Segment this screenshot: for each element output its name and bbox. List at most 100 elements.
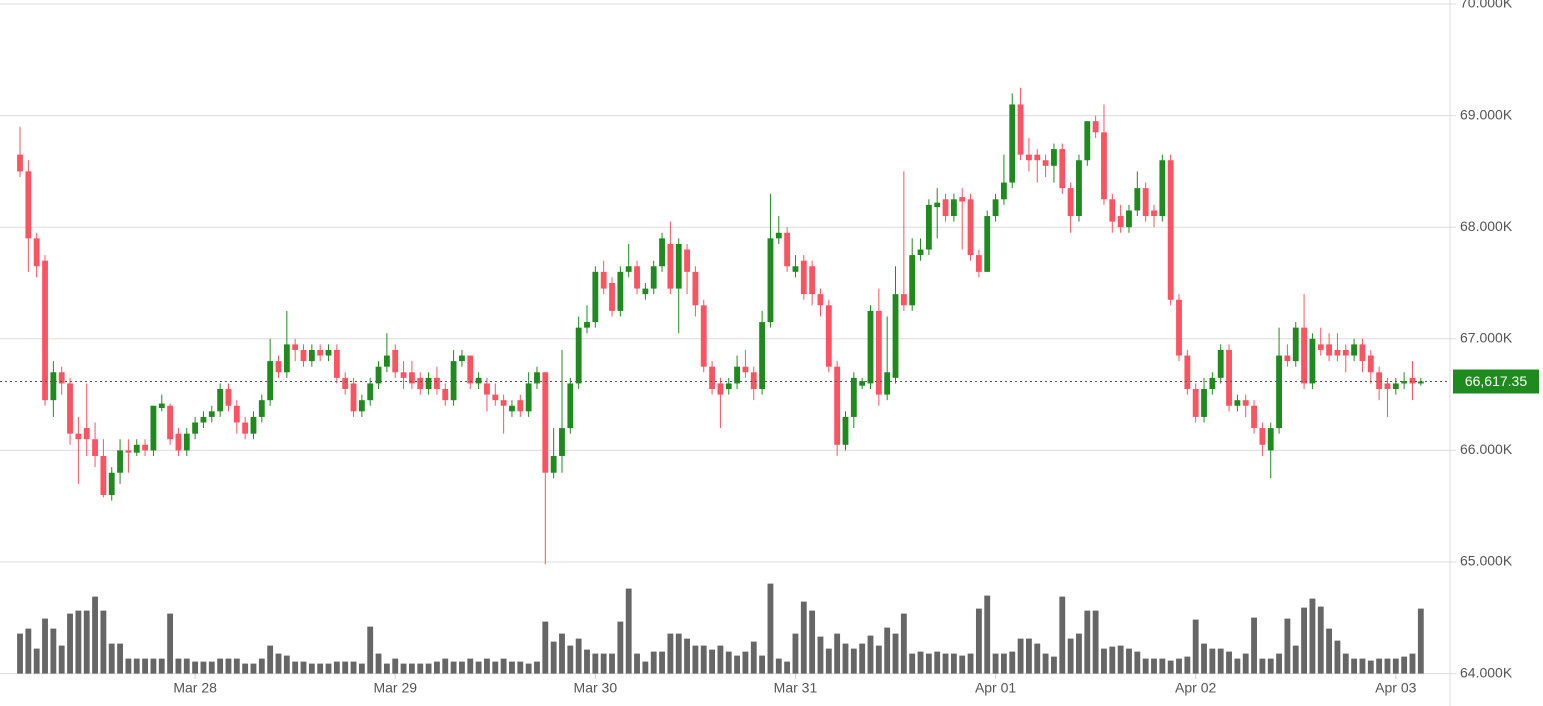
volume-bar (1267, 658, 1274, 674)
volume-bar (809, 610, 816, 674)
candle-body (1376, 372, 1383, 390)
volume-bar (383, 663, 390, 674)
candle-body (1184, 355, 1191, 390)
volume-bar (534, 661, 540, 674)
candle-body (767, 238, 774, 323)
volume-bar (83, 610, 90, 674)
volume-bar (425, 663, 432, 674)
volume-bar (459, 661, 465, 674)
volume-bar (100, 610, 107, 674)
volume-bar (900, 613, 907, 674)
volume-bar (550, 641, 557, 674)
candle-body (392, 349, 399, 373)
candle-body (809, 266, 816, 295)
volume-bar (1209, 648, 1216, 674)
volume-bar (584, 649, 590, 674)
volume-bar (183, 658, 190, 674)
volume-bar (250, 663, 257, 674)
candle-body (1334, 349, 1341, 356)
candle-body (759, 322, 766, 390)
volume-bar (42, 618, 48, 674)
volume-bar (208, 661, 215, 674)
volume-bar (375, 653, 382, 674)
candle-body (425, 377, 432, 390)
candle-body (659, 238, 665, 267)
volume-bar (617, 621, 624, 674)
candle-body (867, 310, 874, 384)
candle-body (850, 377, 857, 417)
candle-body (1042, 160, 1049, 166)
volume-bar (192, 661, 199, 674)
candle-body (675, 243, 682, 289)
volume-bar (792, 633, 799, 674)
candle-body (1326, 344, 1333, 356)
volume-bar (567, 645, 574, 674)
volume-bar (984, 595, 991, 674)
volume-bar (1134, 651, 1141, 674)
volume-bar (1309, 598, 1316, 674)
candle-body (467, 355, 474, 384)
candle-body (642, 288, 649, 295)
candle-body (534, 372, 540, 384)
candle-body (542, 372, 549, 473)
candle-body (609, 283, 615, 311)
volume-bar (1201, 643, 1207, 674)
volume-bar (1342, 653, 1349, 674)
volume-bar (692, 645, 699, 674)
candle-body (258, 400, 265, 417)
volume-bar (1017, 638, 1024, 674)
candle-body (400, 372, 407, 378)
volume-bar (1326, 628, 1333, 674)
candle-body (909, 255, 916, 306)
candle-body (25, 171, 32, 239)
volume-bar (325, 663, 332, 674)
candle-body (83, 428, 90, 440)
volume-bar (892, 633, 899, 674)
candle-body (358, 400, 365, 412)
candle-body (450, 361, 457, 401)
volume-bar (92, 596, 98, 674)
volume-bar (317, 663, 324, 674)
candle-body (275, 361, 282, 373)
volume-bar (1226, 651, 1232, 674)
candle-body (475, 377, 482, 384)
y-tick-label: 64.000K (1460, 664, 1513, 680)
candle-body (817, 294, 824, 306)
candle-body (242, 422, 249, 434)
candle-body (67, 383, 73, 434)
y-tick-label: 68.000K (1460, 218, 1513, 234)
volume-bar (492, 661, 499, 674)
candle-body (750, 372, 757, 390)
volume-bar (867, 635, 874, 674)
volume-bar (67, 613, 73, 674)
candle-body (225, 389, 232, 406)
candle-body (17, 154, 23, 172)
candle-body (1284, 355, 1291, 362)
volume-bar (609, 653, 615, 674)
volume-bar (834, 633, 841, 674)
volume-bar (25, 628, 32, 674)
volume-bar (817, 636, 824, 674)
candle-body (509, 405, 515, 412)
candle-body (58, 372, 65, 384)
volume-bar (1009, 651, 1016, 674)
volume-bar (1417, 608, 1424, 674)
volume-bar (242, 663, 249, 674)
volume-bar (1026, 638, 1032, 674)
volume-bar (133, 658, 140, 674)
candle-body (92, 439, 98, 456)
candle-body (700, 305, 707, 367)
candle-body (250, 416, 257, 434)
candle-body (1309, 338, 1316, 384)
candle-body (1026, 154, 1032, 161)
volume-bar (308, 663, 315, 674)
volume-bar (175, 658, 182, 674)
candle-body (634, 266, 640, 289)
candle-body (650, 266, 657, 289)
volume-bar (725, 651, 732, 674)
volume-bar (942, 653, 949, 674)
volume-bar (967, 653, 974, 674)
candle-body (584, 322, 590, 328)
volume-bar (775, 658, 782, 674)
x-tick-label: Apr 01 (975, 680, 1016, 696)
